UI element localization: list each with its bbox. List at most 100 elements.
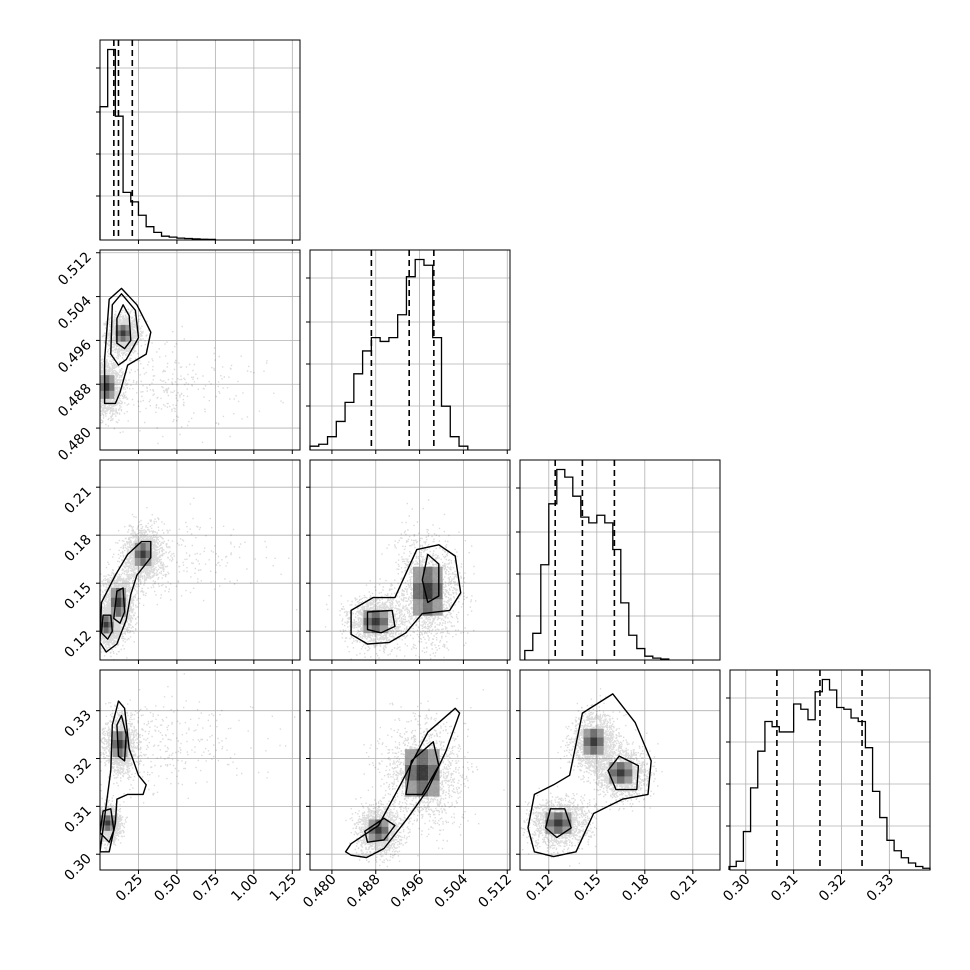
density-bin (554, 819, 563, 827)
density-bin (583, 728, 591, 738)
density-bin (428, 764, 440, 781)
contour-level-1 (607, 755, 640, 791)
density-bin (590, 728, 597, 738)
hist-panel-2 (516, 459, 721, 664)
scatter-panel-0-3-frame (99, 669, 301, 871)
density-bin (140, 558, 146, 566)
density-bin (562, 819, 572, 827)
density-bin (416, 764, 429, 781)
density-bin (112, 731, 118, 740)
density-bin (109, 375, 115, 384)
density-bin (115, 324, 121, 331)
y-tick-label: 0.488 (55, 381, 95, 421)
density-bin (115, 588, 121, 598)
density-bin (100, 383, 105, 391)
density-bin (117, 739, 123, 749)
density-bin (616, 769, 625, 777)
density-bin (120, 607, 126, 617)
density-bin (368, 819, 376, 827)
scatter-points (100, 301, 284, 445)
density-bin (105, 815, 111, 821)
contour-level-0 (421, 553, 440, 604)
density-bin (110, 588, 116, 598)
density-bin (432, 599, 443, 616)
density-bin (110, 825, 116, 831)
scatter-panel-2-3-frame (519, 669, 721, 871)
y-tick-label: 0.33 (61, 707, 94, 740)
scatter-panel-2-3: 0.12 0.15 0.18 0.21 (516, 669, 721, 905)
density-bin (422, 566, 433, 584)
density-bin (112, 748, 118, 758)
density-bin (110, 607, 116, 617)
contour-level-0 (364, 817, 396, 843)
density-bin (405, 764, 417, 781)
density-bin (100, 375, 105, 384)
contour-level-2 (344, 707, 461, 859)
contour-level-1 (110, 293, 140, 366)
density-bin (583, 746, 591, 755)
hist-panel-1-frame (309, 249, 511, 451)
density-bin (381, 826, 389, 834)
density-bin (624, 776, 633, 784)
density-bin (117, 748, 123, 758)
contour-level-1 (366, 609, 396, 634)
density-bin (115, 607, 121, 617)
density-bin (381, 819, 389, 827)
x-tick-label: 0.30 (720, 872, 753, 905)
density-bin (103, 616, 109, 622)
y-tick-label: 0.480 (55, 425, 95, 465)
scatter-points (100, 673, 296, 852)
histogram-step (309, 258, 469, 450)
y-tick-label: 0.496 (55, 337, 95, 377)
density-bin (375, 826, 382, 834)
y-tick-label: 0.31 (61, 803, 94, 836)
x-tick-label: 0.75 (190, 872, 223, 905)
density-bin (145, 542, 152, 551)
contour-level-2 (100, 700, 147, 853)
density-bin (100, 390, 105, 399)
density-bin (371, 625, 380, 634)
x-tick-label: 0.18 (619, 872, 652, 905)
contour-level-0 (116, 714, 127, 762)
density-bin (145, 550, 152, 559)
density-bin (616, 776, 625, 784)
scatter-panel-1-3-frame (309, 669, 511, 871)
density-bin (140, 542, 146, 551)
density-bin (125, 324, 131, 331)
y-tick-label: 0.12 (61, 628, 94, 661)
density-bin (590, 746, 597, 755)
density-bin (609, 762, 617, 770)
density-bin (109, 383, 115, 391)
scatter-panel-0-2-frame (99, 459, 301, 661)
density-bin (596, 737, 604, 747)
scatter-area (324, 499, 477, 660)
y-tick-label: 0.21 (61, 484, 94, 517)
histogram-step (524, 468, 670, 660)
density-bin (104, 375, 110, 384)
density-bin (105, 820, 111, 826)
density-bin (110, 597, 116, 608)
density-bin (105, 825, 111, 831)
contour-level-2 (100, 540, 152, 653)
density-bin (134, 558, 141, 566)
density-bin (583, 737, 591, 747)
density-bin (104, 383, 110, 391)
density-bin (115, 330, 121, 337)
density-bin (375, 819, 382, 827)
density-bin (103, 627, 109, 634)
y-tick-label: 0.15 (61, 580, 94, 613)
density-bin (432, 566, 443, 584)
density-bin (422, 583, 433, 600)
hist-panel-1 (306, 249, 511, 454)
density-bin (100, 616, 104, 622)
density-bin (112, 739, 118, 749)
density-bin (596, 728, 604, 738)
x-tick-label: 0.12 (523, 872, 556, 905)
density-bin (104, 390, 110, 399)
hist-panel-3-frame (729, 669, 931, 871)
density-bin (375, 833, 382, 842)
scatter-panel-0-3: 0.25 0.50 0.75 1.00 1.25 0.30 0.31 0.32 0.33 (61, 669, 301, 905)
scatter-area (520, 688, 663, 867)
